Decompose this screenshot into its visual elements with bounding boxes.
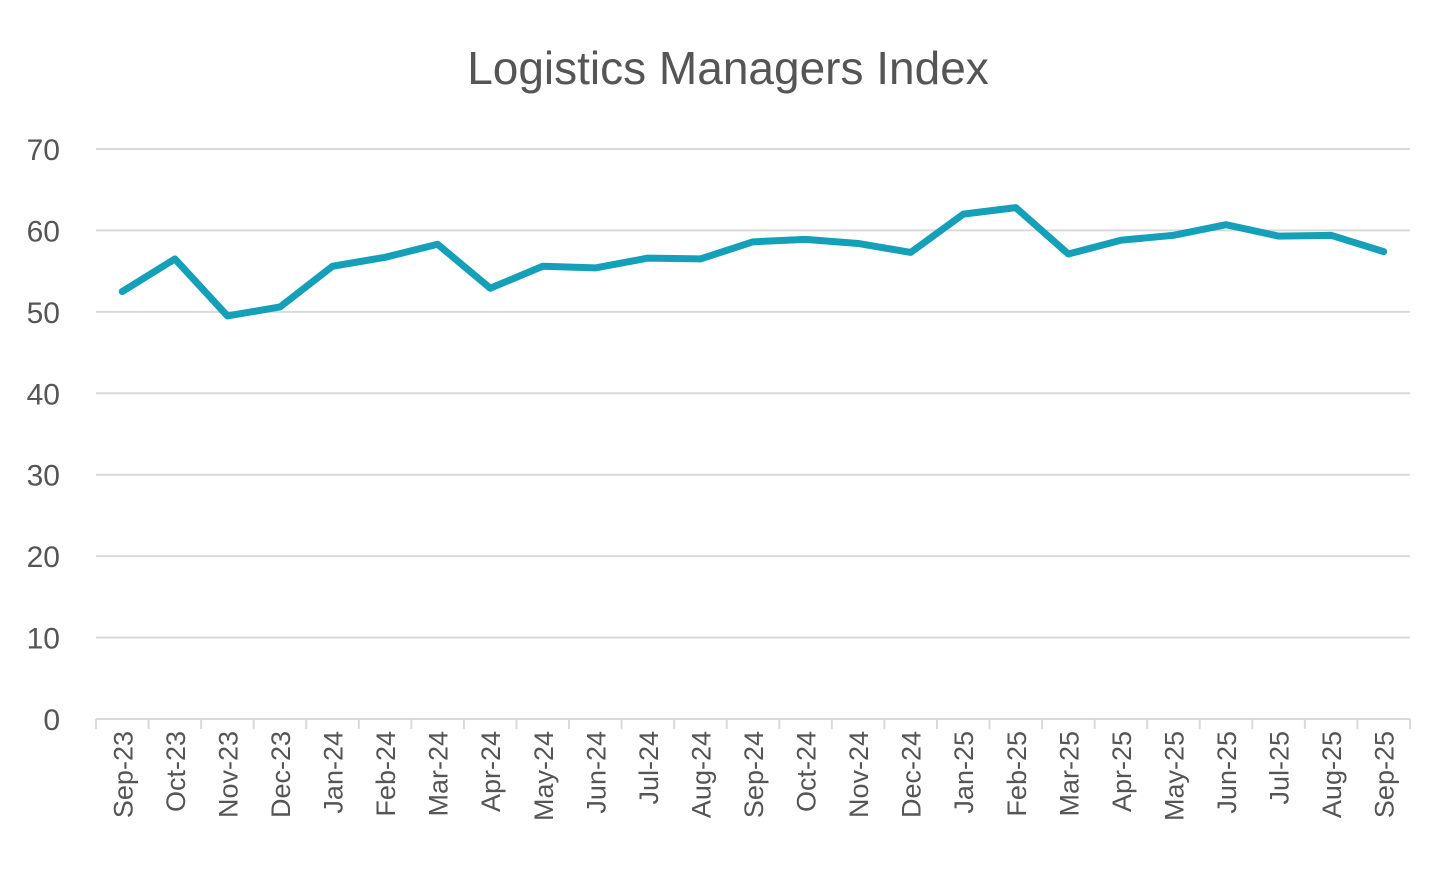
x-axis-tick-labels: Sep-23 Oct-23 Nov-23 Dec-23 Jan-24 Feb-24 Mar-… bbox=[108, 731, 1399, 821]
x-tick-label: May-25 bbox=[1159, 731, 1189, 821]
y-tick-label: 10 bbox=[27, 623, 60, 656]
y-tick-label: 70 bbox=[27, 134, 60, 167]
x-tick-label: Mar-24 bbox=[424, 731, 454, 817]
x-tick-label: Nov-23 bbox=[213, 731, 243, 818]
x-tick-label: Aug-24 bbox=[686, 731, 716, 818]
y-tick-label: 30 bbox=[27, 460, 60, 493]
x-tick-label: Jan-25 bbox=[949, 731, 979, 814]
x-tick-label: Feb-24 bbox=[371, 731, 401, 817]
x-tick-label: Sep-24 bbox=[739, 731, 769, 818]
y-axis-tick-labels: 0 10 20 30 40 50 60 70 bbox=[27, 134, 60, 737]
x-tick-label: May-24 bbox=[529, 731, 559, 821]
x-tick-label: Oct-24 bbox=[792, 731, 822, 812]
y-tick-label: 50 bbox=[27, 297, 60, 330]
y-tick-label: 0 bbox=[43, 704, 60, 737]
y-tick-label: 20 bbox=[27, 541, 60, 574]
x-tick-label: Sep-23 bbox=[108, 731, 138, 818]
y-tick-label: 60 bbox=[27, 215, 60, 248]
x-tick-label: Jun-24 bbox=[581, 731, 611, 814]
x-tick-label: Apr-24 bbox=[476, 731, 506, 812]
y-tick-label: 40 bbox=[27, 378, 60, 411]
series-lines bbox=[118, 204, 1388, 320]
x-tick-label: Nov-24 bbox=[844, 731, 874, 818]
x-tick-label: Dec-24 bbox=[897, 731, 927, 818]
x-tick-label: Aug-25 bbox=[1317, 731, 1347, 818]
x-tick-label: Apr-25 bbox=[1107, 731, 1137, 812]
series-line-0 bbox=[118, 204, 1388, 320]
x-tick-label: Mar-25 bbox=[1054, 731, 1084, 817]
x-tick-label: Jan-24 bbox=[319, 731, 349, 814]
x-tick-label: Jul-25 bbox=[1265, 731, 1295, 805]
x-axis-ticks bbox=[95, 719, 1411, 729]
x-tick-label: Oct-23 bbox=[161, 731, 191, 812]
x-tick-label: Feb-25 bbox=[1002, 731, 1032, 817]
x-tick-label: Sep-25 bbox=[1370, 731, 1400, 818]
x-tick-label: Dec-23 bbox=[266, 731, 296, 818]
x-tick-label: Jul-24 bbox=[634, 731, 664, 805]
x-tick-label: Jun-25 bbox=[1212, 731, 1242, 814]
chart-title: Logistics Managers Index bbox=[467, 42, 989, 94]
gridlines bbox=[96, 148, 1410, 639]
